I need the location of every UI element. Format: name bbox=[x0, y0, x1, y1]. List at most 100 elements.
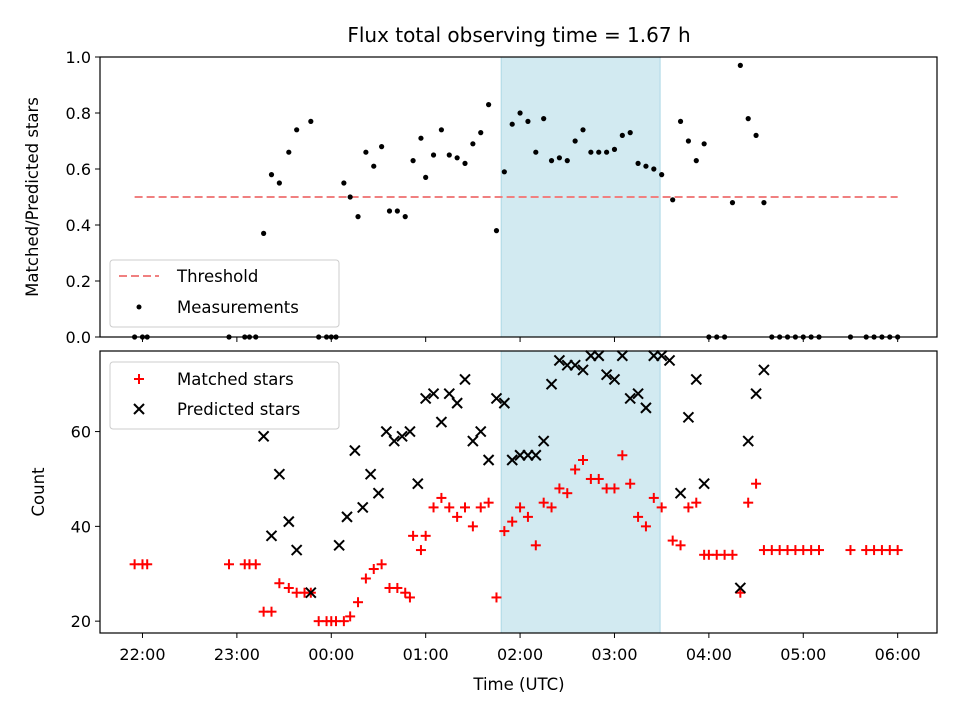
measurement-point bbox=[619, 132, 625, 138]
matched-star-point bbox=[368, 564, 379, 575]
predicted-star-point bbox=[349, 444, 361, 457]
measurement-point bbox=[446, 152, 452, 158]
matched-star-point bbox=[507, 516, 518, 527]
measurement-point bbox=[341, 180, 347, 186]
predicted-star-point bbox=[364, 468, 377, 480]
predicted-star-point bbox=[655, 350, 668, 362]
matched-star-point bbox=[751, 478, 762, 489]
matched-star-point bbox=[743, 497, 754, 508]
legend-measurements-label: Measurements bbox=[177, 298, 299, 317]
matched-star-point bbox=[408, 530, 419, 541]
matched-star-point bbox=[483, 497, 494, 508]
predicted-star-point bbox=[467, 435, 479, 447]
bottom-panel: 20 40 60 22:00 23:00 00:00 01:00 02:00 03:00 04:… bbox=[29, 350, 938, 694]
y-tick-label: 20 bbox=[71, 612, 91, 631]
legend: Matched stars Predicted stars bbox=[109, 361, 340, 430]
matched-star-point bbox=[444, 502, 455, 513]
measurement-point bbox=[611, 146, 618, 152]
y-tick-label: 0.6 bbox=[66, 160, 91, 179]
matched-star-point bbox=[428, 502, 439, 513]
predicted-star-point bbox=[593, 350, 605, 362]
matched-star-point bbox=[345, 611, 356, 622]
measurement-point bbox=[580, 127, 586, 133]
measurement-point bbox=[693, 158, 699, 164]
predicted-star-point bbox=[404, 425, 416, 438]
legend-matched-swatch bbox=[134, 374, 144, 384]
predicted-star-point bbox=[451, 397, 463, 409]
top-panel: 0.0 0.2 0.4 0.6 0.8 1.0 Matched/Predicted sta… bbox=[23, 48, 938, 347]
matched-star-point bbox=[499, 526, 510, 537]
y-tick-label: 40 bbox=[71, 517, 91, 536]
matched-star-point bbox=[609, 483, 620, 494]
predicted-star-point bbox=[608, 373, 621, 386]
predicted-star-point bbox=[545, 378, 558, 390]
measurement-point bbox=[486, 102, 492, 108]
measurement-point bbox=[386, 208, 393, 214]
measurement-point bbox=[454, 155, 460, 161]
matched-star-point bbox=[283, 582, 294, 593]
predicted-star-point bbox=[257, 430, 270, 443]
measurement-point bbox=[588, 149, 594, 155]
measurement-point bbox=[753, 132, 759, 138]
chart-title: Flux total observing time = 1.67 h bbox=[347, 23, 690, 47]
predicted-star-point bbox=[283, 515, 295, 528]
measurement-point bbox=[394, 208, 400, 214]
matched-star-point bbox=[392, 582, 403, 593]
predicted-star-point bbox=[498, 397, 511, 409]
predicted-star-point bbox=[569, 359, 581, 371]
predicted-star-point bbox=[506, 454, 518, 466]
measurement-point bbox=[556, 155, 563, 161]
matched-star-point bbox=[420, 530, 431, 541]
matched-star-point bbox=[250, 559, 261, 570]
predicted-star-point bbox=[388, 435, 400, 447]
measurement-point bbox=[564, 158, 570, 164]
matched-star-point bbox=[570, 464, 581, 475]
matched-star-point bbox=[460, 502, 471, 513]
matched-star-point bbox=[404, 592, 415, 603]
matched-star-point bbox=[360, 573, 371, 584]
matched-star-point bbox=[691, 497, 702, 508]
legend-matched-label: Matched stars bbox=[177, 370, 294, 389]
measurement-point bbox=[627, 130, 633, 136]
matched-star-point bbox=[475, 502, 486, 513]
matched-star-point bbox=[338, 616, 349, 627]
measurement-point bbox=[548, 158, 555, 164]
matched-star-point bbox=[675, 540, 686, 551]
plot-frame bbox=[99, 350, 938, 634]
measurement-point bbox=[286, 149, 292, 155]
measurement-point bbox=[737, 62, 743, 68]
measurement-point bbox=[604, 149, 610, 155]
x-tick-label: 22:00 bbox=[119, 645, 165, 664]
measurement-point bbox=[402, 214, 408, 220]
predicted-star-point bbox=[427, 387, 440, 400]
predicted-star-point bbox=[624, 392, 636, 405]
legend-box bbox=[109, 259, 340, 328]
predicted-star-point bbox=[682, 411, 695, 424]
legend: Threshold Measurements bbox=[109, 259, 340, 328]
y-tick-label: 0.4 bbox=[66, 216, 91, 235]
predicted-star-point bbox=[577, 364, 589, 376]
matched-star-point bbox=[546, 502, 557, 513]
predicted-star-point bbox=[690, 373, 702, 386]
measurement-point bbox=[347, 194, 353, 200]
x-axis-title: Time (UTC) bbox=[472, 675, 564, 694]
measurement-point bbox=[677, 118, 684, 124]
plot-frame bbox=[99, 56, 938, 338]
matched-star-point bbox=[593, 473, 604, 484]
predicted-star-point bbox=[663, 354, 676, 367]
y-tick-label: 1.0 bbox=[66, 48, 91, 67]
predicted-star-point bbox=[734, 582, 747, 594]
predicted-star-point bbox=[632, 387, 644, 400]
measurement-point bbox=[659, 172, 665, 178]
measurement-point bbox=[470, 141, 476, 147]
highlight-span bbox=[500, 350, 661, 634]
legend-measurements-swatch bbox=[136, 304, 142, 310]
measurement-point bbox=[525, 118, 531, 124]
measurement-point bbox=[418, 135, 424, 141]
matched-star-point bbox=[274, 578, 285, 589]
matched-star-point bbox=[727, 549, 738, 560]
matched-star-point bbox=[667, 535, 678, 546]
matched-star-point bbox=[640, 521, 651, 532]
y-axis: 0.0 0.2 0.4 0.6 0.8 1.0 bbox=[66, 48, 100, 347]
measurement-point bbox=[761, 200, 767, 206]
